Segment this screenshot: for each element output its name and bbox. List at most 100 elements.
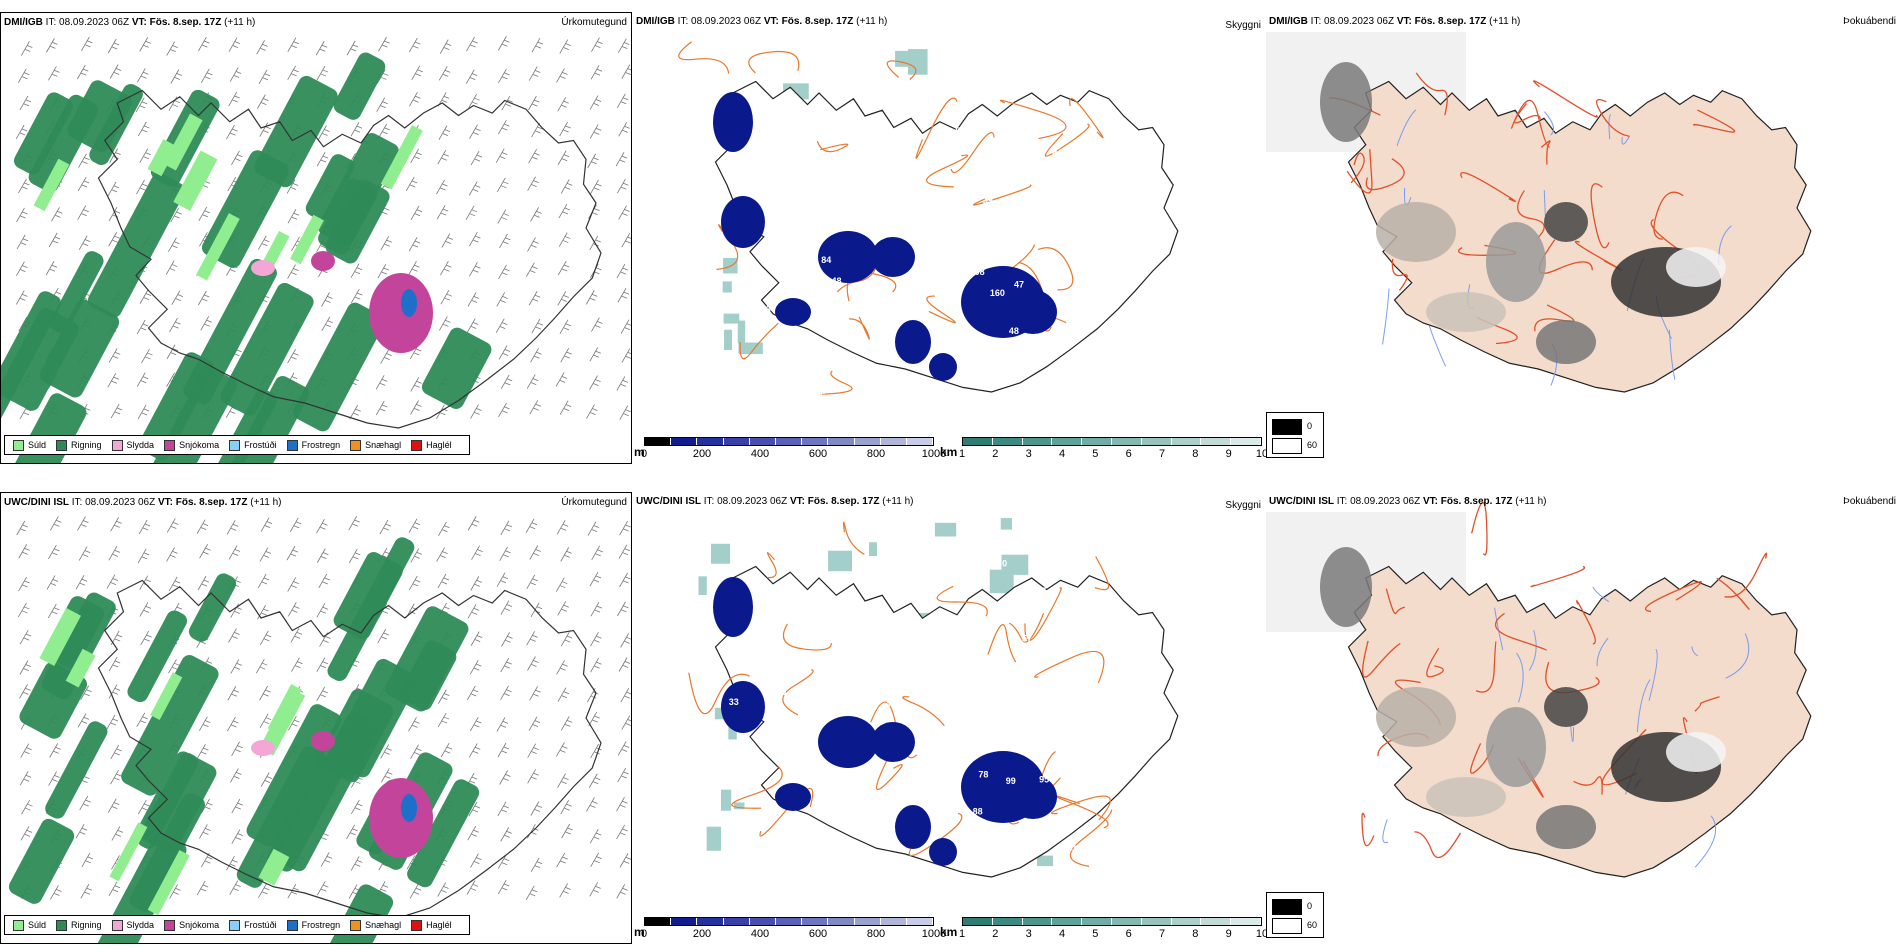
wind-barb: [136, 372, 149, 387]
wind-barb: [530, 207, 542, 222]
wind-barb: [259, 630, 272, 646]
snow-area: [369, 273, 433, 353]
lead-time: (+11 h): [882, 496, 914, 507]
legend-swatch: [164, 919, 176, 931]
sleet-area: [251, 740, 275, 756]
wind-barb: [286, 179, 299, 194]
wind-barb: [108, 206, 121, 222]
rain-band: [127, 610, 188, 703]
scale-tick-label: 400: [750, 928, 770, 940]
low-visibility-cell: [934, 522, 957, 537]
wind-barb: [527, 824, 539, 839]
wind-barb: [410, 377, 422, 392]
scale-colorbar: [644, 437, 934, 446]
scale-ticks: 0 200 400 600 800 1000: [641, 928, 946, 940]
wind-barb: [499, 233, 511, 249]
legend-item: Rigning: [56, 919, 102, 931]
river: [1570, 726, 1575, 743]
cloud-base-value: 93: [881, 205, 891, 215]
wind-barb: [229, 880, 241, 895]
scale-color-step: [880, 918, 907, 925]
rain-band: [13, 92, 74, 175]
road: [1414, 831, 1462, 859]
wind-barb: [287, 264, 299, 279]
scale-tick-label: 6: [1125, 448, 1132, 460]
legend-swatch: [229, 919, 241, 931]
precip-map-bottom: [8, 515, 631, 943]
low-visibility-cell: [1037, 855, 1054, 867]
wind-barb: [110, 403, 123, 419]
fog-index-patch: [1486, 222, 1546, 302]
wind-barb: [497, 854, 510, 869]
wind-barb: [139, 289, 152, 304]
wind-barb: [499, 546, 511, 562]
wind-barb: [436, 204, 449, 220]
wind-barb: [498, 264, 510, 280]
wind-barb: [619, 572, 631, 588]
wind-barb: [495, 318, 508, 333]
valid-label: VT:: [1422, 496, 1438, 507]
road: [1415, 72, 1448, 116]
wind-barb: [498, 345, 511, 360]
wind-barb: [528, 149, 540, 164]
valid-time: Fös. 8.sep. 17Z: [807, 496, 880, 507]
wind-barb: [441, 233, 453, 248]
legend-item: Slydda: [111, 439, 155, 451]
snow-area: [311, 251, 335, 271]
road: [1034, 650, 1105, 684]
scale-colorbar: [644, 917, 934, 926]
wind-barb: [496, 572, 509, 587]
road: [1037, 247, 1074, 291]
wind-barb: [469, 262, 481, 277]
wind-barb: [226, 855, 238, 871]
wind-barb: [259, 547, 272, 562]
rain-band: [1, 393, 87, 463]
legend-label: Haglél: [426, 920, 452, 930]
wind-barb: [620, 633, 631, 648]
wind-barb: [556, 68, 568, 83]
scale-tick-label: 1: [958, 448, 966, 460]
legend-label: Slydda: [126, 440, 155, 450]
wind-barb: [76, 64, 89, 80]
cloud-base-blob: [713, 577, 753, 637]
wind-barb: [198, 206, 211, 222]
wind-barb: [107, 373, 120, 388]
wind-barb: [470, 150, 483, 166]
scale-color-step: [645, 438, 672, 445]
wind-barb: [258, 883, 270, 899]
cloud-base-blob: [818, 716, 878, 768]
wind-barb: [616, 93, 629, 109]
wind-barb: [316, 548, 329, 563]
cloud-base-value: 72: [926, 82, 936, 92]
cloud-base-value: 84: [1052, 147, 1062, 157]
road: [1517, 190, 1545, 239]
fog-index-patch: [1320, 62, 1372, 142]
scale-color-step: [775, 918, 803, 925]
coastline: [714, 565, 1179, 878]
scale-color-step: [749, 918, 776, 925]
wind-barb: [440, 742, 453, 758]
road: [1346, 148, 1373, 194]
wind-barb: [21, 799, 33, 815]
scale-color-step: [1201, 438, 1232, 445]
cloud-base-value: 113: [1068, 842, 1083, 852]
wind-barb: [496, 292, 508, 307]
visibility-scale-top: 1 2 3 4 5 6 7 8 9 10: [958, 437, 1268, 461]
wind-barb: [287, 602, 300, 617]
road: [1510, 99, 1550, 148]
wind-barb: [497, 119, 510, 135]
wind-barb: [287, 884, 299, 899]
wind-barb: [498, 36, 510, 51]
wind-barb: [440, 261, 452, 276]
wind-barb: [377, 628, 389, 644]
wind-barb: [168, 659, 180, 674]
cloud-base-value: 58: [955, 126, 965, 136]
wind-barb: [77, 176, 90, 192]
wind-barb: [617, 741, 630, 756]
wind-barb: [78, 546, 91, 561]
wind-barb: [16, 234, 29, 250]
wind-barb: [531, 318, 544, 334]
wind-barb: [408, 236, 421, 252]
road: [1426, 647, 1444, 678]
roads: [1361, 501, 1768, 859]
